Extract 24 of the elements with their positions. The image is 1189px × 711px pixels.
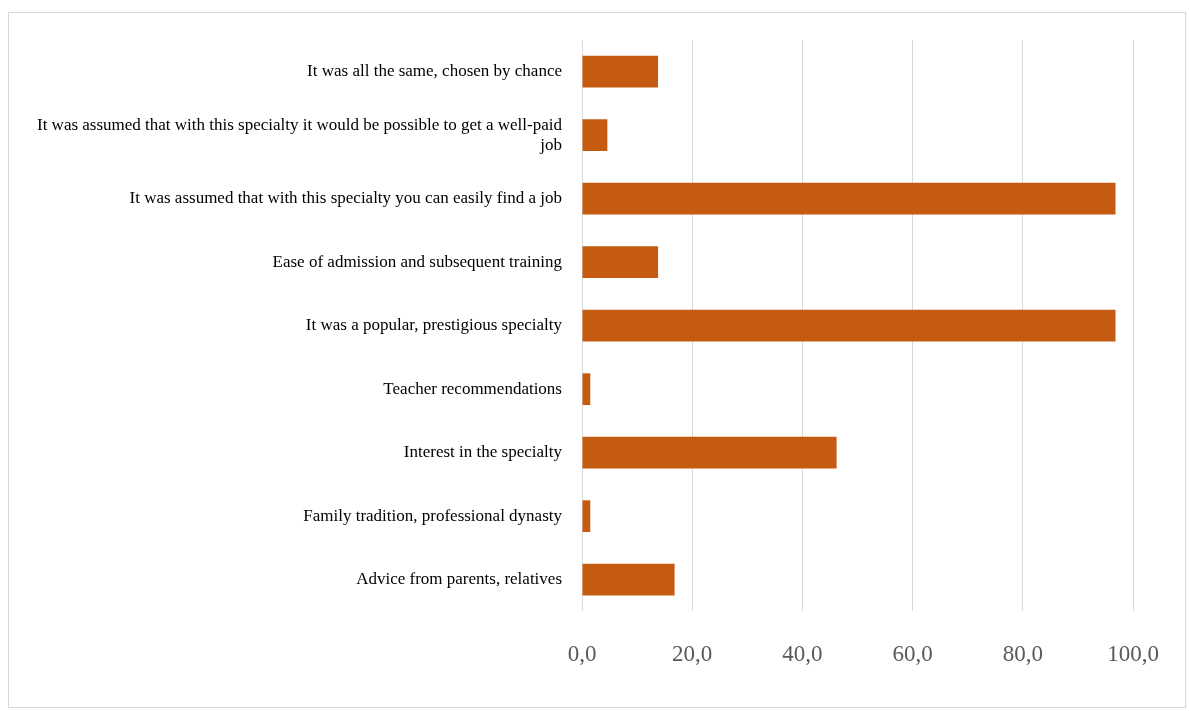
bar (582, 55, 659, 88)
y-tick-label: Ease of admission and subsequent training (272, 251, 563, 271)
x-tick-label: 100,0 (1107, 641, 1159, 667)
y-tick-label: It was assumed that with this specialty it would be possible to get a well-paid job (36, 114, 563, 154)
y-tick-label: Advice from parents, relatives (356, 569, 562, 589)
y-tick-label: It was assumed that with this specialty you can easily find a job (129, 188, 562, 208)
bar (582, 373, 591, 406)
x-tick-label: 60,0 (892, 641, 933, 667)
bar (582, 500, 591, 533)
y-tick-label: Teacher recommendations (383, 378, 562, 398)
bar (582, 182, 1116, 215)
y-tick-label: It was all the same, chosen by chance (307, 61, 562, 81)
bar (582, 119, 608, 152)
y-tick-label: It was a popular, prestigious specialty (305, 315, 563, 335)
x-tick-label: 40,0 (782, 641, 823, 667)
bar (582, 309, 1116, 342)
bar (582, 246, 659, 279)
bar (582, 563, 675, 596)
y-tick-label: Interest in the specialty (403, 442, 563, 462)
y-tick-label: Family tradition, professional dynasty (303, 505, 563, 525)
bar (582, 436, 837, 469)
x-tick-label: 80,0 (1002, 641, 1044, 667)
x-tick-label: 0,0 (567, 641, 597, 667)
x-tick-label: 20,0 (672, 641, 713, 667)
